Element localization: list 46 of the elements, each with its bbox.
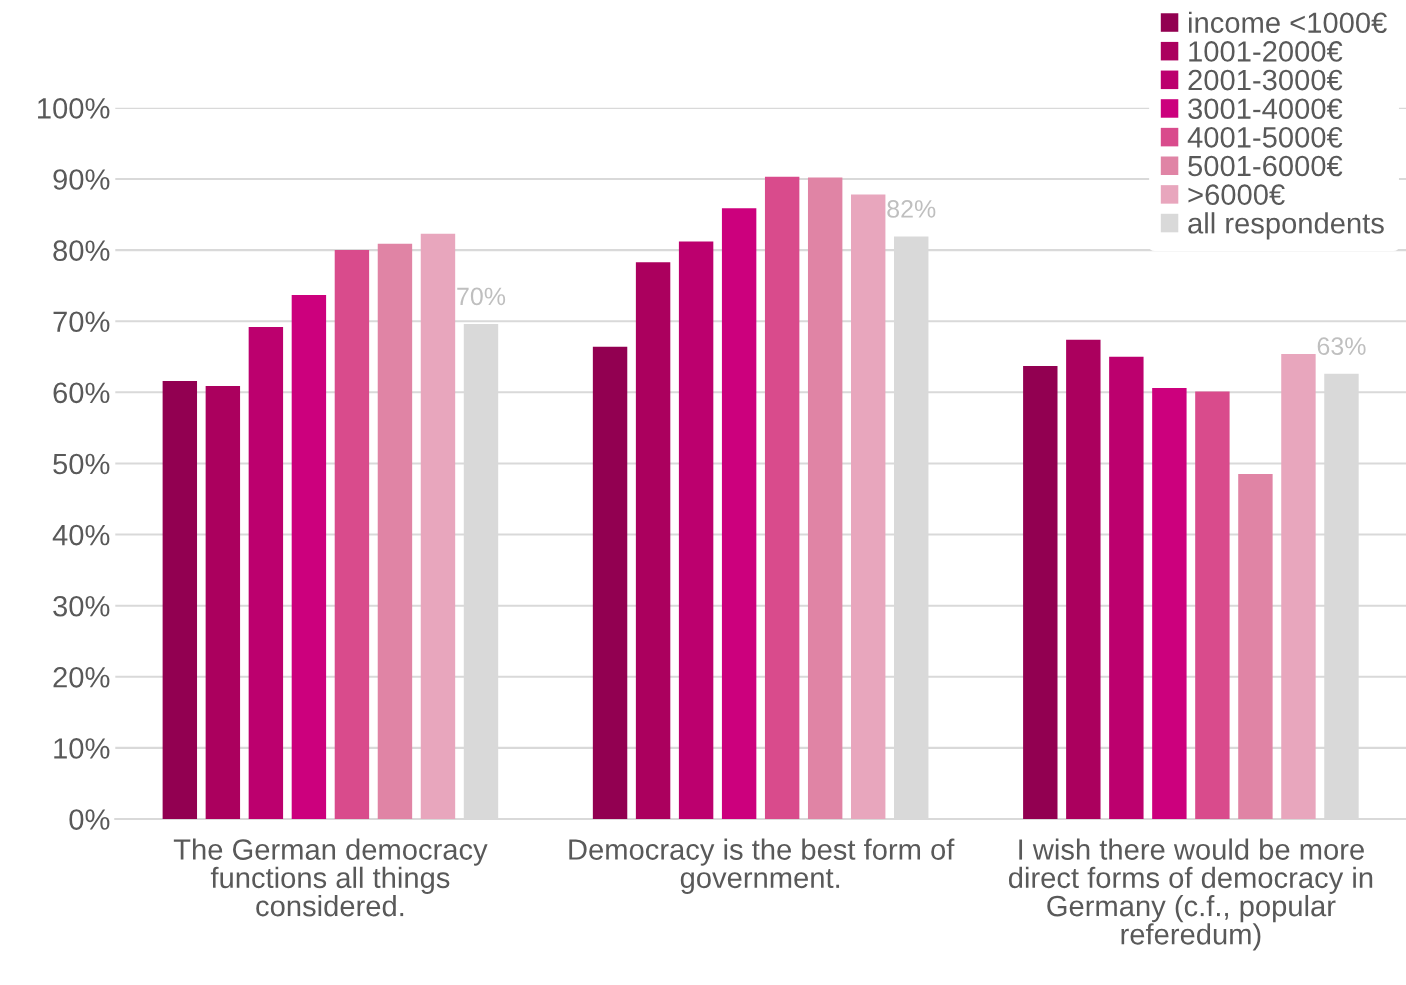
legend-label: income <1000€ xyxy=(1189,11,1387,34)
y-tick-label: 0% xyxy=(69,809,110,830)
bar xyxy=(162,380,198,820)
legend-label: 2001-3000€ xyxy=(1188,69,1343,91)
legend-label: 4001-5000€ xyxy=(1187,127,1343,148)
bar xyxy=(1109,356,1144,820)
bar xyxy=(1066,339,1101,820)
x-tick-label: I wish there would be more direct forms of democracy in Germany (c.f., popular referedum) xyxy=(1008,838,1373,951)
x-tick-label: The German democracy functions all things considered. xyxy=(173,838,488,917)
bar xyxy=(1023,366,1058,820)
bar xyxy=(807,177,843,820)
y-tick-label: 20% xyxy=(53,667,110,688)
legend-label: >6000€ xyxy=(1188,184,1285,205)
bar xyxy=(1238,474,1273,820)
data-label: 63% xyxy=(1317,337,1366,355)
bar xyxy=(1152,388,1187,820)
bar xyxy=(420,233,456,820)
bar xyxy=(205,385,241,820)
y-tick-label: 60% xyxy=(53,382,110,404)
bar xyxy=(377,243,413,820)
bar xyxy=(291,294,327,820)
bar xyxy=(851,194,886,820)
bar xyxy=(248,326,284,820)
bar xyxy=(1281,353,1316,820)
data-label: 70% xyxy=(457,287,506,306)
y-tick-label: 50% xyxy=(53,453,110,475)
x-tick-label: Democracy is the best form of government. xyxy=(569,838,955,894)
legend-label: 3001-4000€ xyxy=(1188,98,1343,120)
y-tick-label: 100% xyxy=(38,98,110,119)
bar xyxy=(334,250,370,820)
bar xyxy=(764,176,800,820)
y-tick-label: 40% xyxy=(52,524,110,546)
bar xyxy=(678,241,714,820)
bar xyxy=(635,262,671,820)
y-tick-label: 30% xyxy=(53,595,110,617)
bar xyxy=(721,208,757,820)
y-tick-label: 10% xyxy=(54,738,110,759)
y-tick-label: 90% xyxy=(53,169,110,190)
legend-label: 5001-6000€ xyxy=(1188,155,1343,177)
data-label: 82% xyxy=(887,200,936,218)
legend-label: 1001-2000€ xyxy=(1189,41,1343,62)
bar xyxy=(1195,391,1230,820)
y-tick-label: 80% xyxy=(53,240,110,261)
bar xyxy=(592,346,628,820)
y-tick-label: 70% xyxy=(53,311,110,333)
legend-label: all respondents xyxy=(1188,212,1384,240)
